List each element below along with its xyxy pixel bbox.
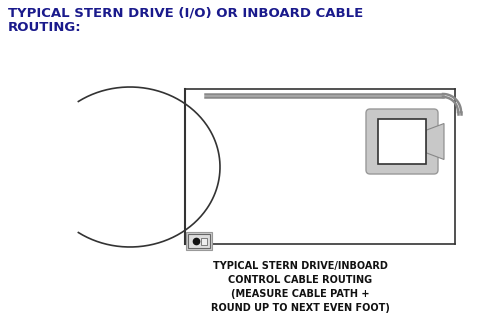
Text: TYPICAL STERN DRIVE/INBOARD
CONTROL CABLE ROUTING
(MEASURE CABLE PATH +
ROUND UP: TYPICAL STERN DRIVE/INBOARD CONTROL CABL… <box>211 261 389 313</box>
Text: TYPICAL STERN DRIVE (I/O) OR INBOARD CABLE: TYPICAL STERN DRIVE (I/O) OR INBOARD CAB… <box>8 7 363 20</box>
Text: ROUTING:: ROUTING: <box>8 21 82 34</box>
FancyBboxPatch shape <box>366 109 438 174</box>
Polygon shape <box>426 123 444 160</box>
Bar <box>188 234 210 248</box>
Bar <box>186 232 212 250</box>
Bar <box>201 238 207 244</box>
Bar <box>378 119 426 164</box>
